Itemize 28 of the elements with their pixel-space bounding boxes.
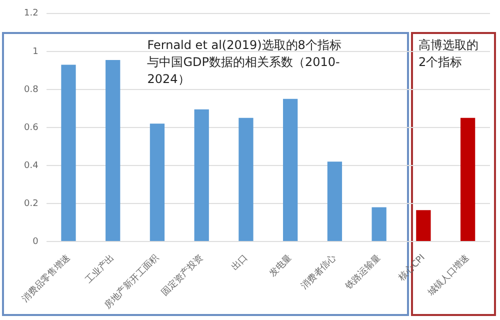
bar — [283, 98, 298, 241]
annotation: 高博选取的2个指标 — [418, 38, 478, 70]
x-tick-label: 固定资产投资 — [159, 252, 206, 298]
y-tick-label: 0 — [32, 236, 39, 247]
y-tick-label: 0.4 — [24, 160, 39, 171]
y-tick-label: 0.2 — [24, 198, 38, 209]
x-tick-label: 消费品零售增速 — [20, 252, 72, 305]
x-tick-label: 出口 — [229, 252, 250, 273]
bar — [416, 210, 431, 241]
annotation: Fernald et al(2019)选取的8个指标与中国GDP数据的相关系数（2010-2024） — [147, 38, 342, 86]
bar — [106, 60, 120, 241]
y-tick-label: 1.2 — [24, 8, 38, 19]
x-tick-label: 工业产出 — [83, 252, 117, 286]
x-tick-label: 城镇人口增速 — [424, 252, 472, 299]
bar — [150, 124, 165, 241]
bar — [61, 64, 76, 241]
x-tick-label: 核心CPI — [396, 252, 428, 284]
bar — [194, 109, 209, 241]
bar — [460, 118, 476, 241]
y-tick-label: 0.8 — [24, 84, 39, 95]
bar — [327, 162, 342, 241]
y-tick-label: 0.6 — [24, 122, 39, 133]
bar — [372, 207, 386, 241]
x-tick-label: 消费者信心 — [298, 252, 338, 292]
x-tick-label: 发电量 — [267, 252, 294, 280]
bar — [238, 118, 254, 241]
y-tick-label: 1 — [32, 46, 38, 57]
x-tick-label: 铁路运输量 — [342, 252, 383, 293]
